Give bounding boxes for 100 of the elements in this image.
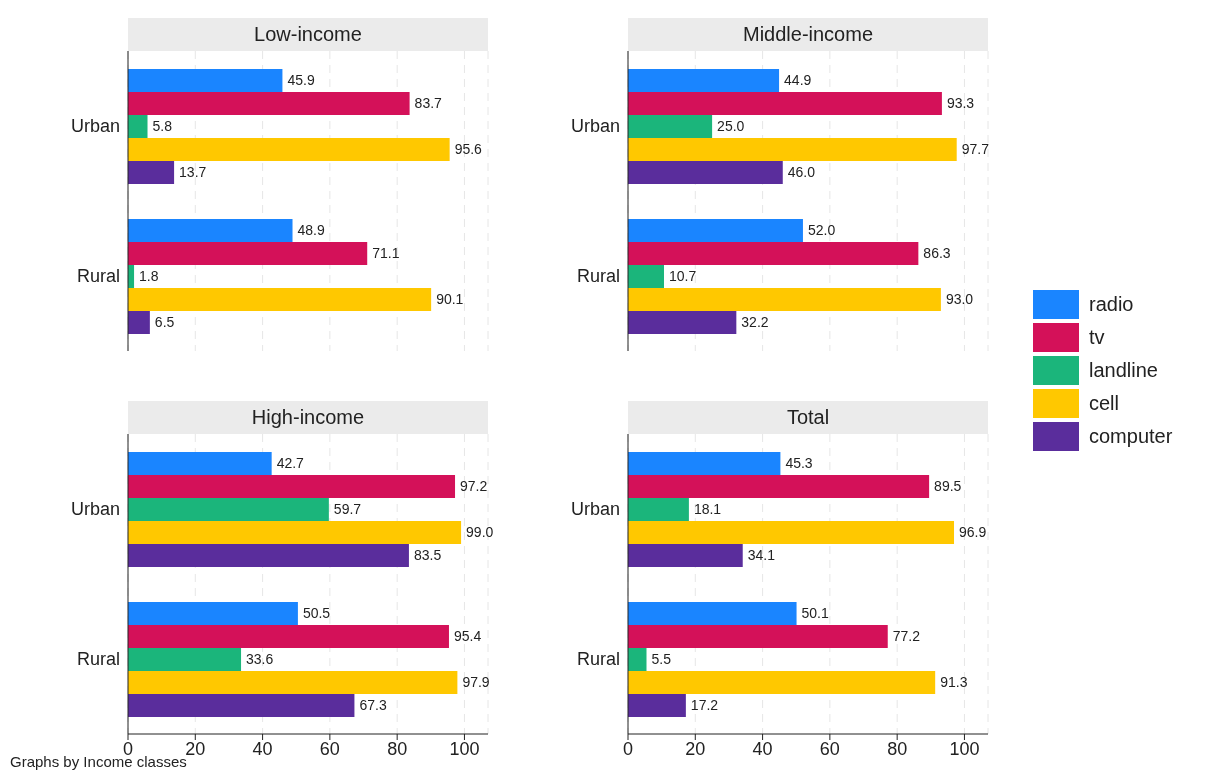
data-label: 45.9 xyxy=(287,72,315,89)
data-label: 97.9 xyxy=(462,674,490,691)
bar xyxy=(628,671,936,694)
bar xyxy=(628,625,888,648)
data-label: 25.0 xyxy=(717,118,745,135)
data-label: 99.0 xyxy=(466,524,494,541)
legend-label: landline xyxy=(1089,359,1158,382)
x-tick-label: 60 xyxy=(819,738,840,759)
data-label: 83.5 xyxy=(413,547,442,564)
bar xyxy=(628,288,941,311)
bar xyxy=(628,242,919,265)
data-label: 46.0 xyxy=(787,164,816,181)
chart-title: Middle-income xyxy=(628,18,988,51)
bar xyxy=(628,265,664,288)
data-label: 33.6 xyxy=(246,651,274,668)
bar xyxy=(628,115,713,138)
data-label: 18.1 xyxy=(693,501,722,518)
x-tick-label: 40 xyxy=(252,738,273,759)
data-label: 91.3 xyxy=(940,674,968,691)
x-tick-label: 20 xyxy=(185,738,206,759)
y-tick-label: Urban xyxy=(570,116,620,137)
data-label: 5.8 xyxy=(152,118,173,135)
chart-title: Total xyxy=(628,401,988,434)
x-tick-label: 40 xyxy=(752,738,773,759)
bar xyxy=(128,288,432,311)
data-label: 71.1 xyxy=(372,245,400,262)
data-label: 93.3 xyxy=(946,95,975,112)
data-label: 10.7 xyxy=(669,268,697,285)
x-tick-label: 80 xyxy=(387,738,408,759)
bar xyxy=(128,219,293,242)
data-label: 17.2 xyxy=(690,697,719,714)
bar xyxy=(628,161,783,184)
bar xyxy=(128,625,449,648)
data-label: 32.2 xyxy=(741,314,769,331)
data-label: 44.9 xyxy=(784,72,812,89)
bar xyxy=(128,115,148,138)
data-label: 42.7 xyxy=(276,455,305,472)
y-tick-label: Urban xyxy=(70,116,120,137)
bar xyxy=(128,452,272,475)
data-label: 6.5 xyxy=(154,314,175,331)
bar xyxy=(128,138,450,161)
data-label: 96.9 xyxy=(959,524,987,541)
bar xyxy=(628,69,780,92)
bar xyxy=(628,544,743,567)
bar xyxy=(128,475,456,498)
bar xyxy=(128,602,298,625)
legend-label: cell xyxy=(1089,392,1120,415)
y-tick-label: Rural xyxy=(76,649,120,670)
bar xyxy=(628,452,781,475)
x-tick-label: 80 xyxy=(887,738,908,759)
bar xyxy=(128,498,329,521)
data-label: 93.0 xyxy=(945,291,974,308)
chart-title: Low-income xyxy=(128,18,488,51)
data-label: 50.1 xyxy=(801,605,830,622)
data-label: 1.8 xyxy=(139,268,159,285)
data-label: 5.5 xyxy=(651,651,672,668)
bar xyxy=(628,92,942,115)
data-label: 86.3 xyxy=(923,245,951,262)
bar xyxy=(128,694,355,717)
bar xyxy=(628,521,955,544)
bar xyxy=(628,138,957,161)
data-label: 45.3 xyxy=(785,455,813,472)
legend-label: computer xyxy=(1089,425,1173,448)
data-label: 52.0 xyxy=(807,222,836,239)
x-tick-label: 100 xyxy=(949,738,980,759)
data-label: 48.9 xyxy=(297,222,325,239)
data-label: 97.2 xyxy=(460,478,488,495)
legend-label: tv xyxy=(1089,326,1105,349)
bar xyxy=(128,671,458,694)
bar xyxy=(128,521,462,544)
y-tick-label: Rural xyxy=(576,266,620,287)
data-label: 95.6 xyxy=(454,141,483,158)
data-label: 90.1 xyxy=(436,291,464,308)
y-tick-label: Urban xyxy=(70,499,120,520)
x-tick-label: 100 xyxy=(449,738,480,759)
bar xyxy=(628,498,689,521)
bar xyxy=(628,694,686,717)
bar xyxy=(128,311,150,334)
x-tick-label: 0 xyxy=(122,738,134,759)
x-tick-label: 20 xyxy=(685,738,706,759)
y-tick-label: Urban xyxy=(570,499,620,520)
data-label: 83.7 xyxy=(414,95,443,112)
bar xyxy=(628,648,647,671)
bar xyxy=(628,311,737,334)
data-label: 95.4 xyxy=(453,628,482,645)
legend-label: radio xyxy=(1089,293,1134,316)
data-label: 77.2 xyxy=(892,628,921,645)
data-label: 34.1 xyxy=(747,547,776,564)
y-tick-label: Rural xyxy=(576,649,620,670)
bar xyxy=(128,242,368,265)
x-tick-label: 60 xyxy=(319,738,340,759)
x-tick-label: 0 xyxy=(622,738,634,759)
bar xyxy=(128,69,283,92)
bar xyxy=(128,544,409,567)
data-label: 13.7 xyxy=(179,164,207,181)
bar xyxy=(628,475,930,498)
data-label: 59.7 xyxy=(333,501,362,518)
data-label: 50.5 xyxy=(302,605,331,622)
chart-title: High-income xyxy=(128,401,488,434)
data-label: 67.3 xyxy=(359,697,387,714)
